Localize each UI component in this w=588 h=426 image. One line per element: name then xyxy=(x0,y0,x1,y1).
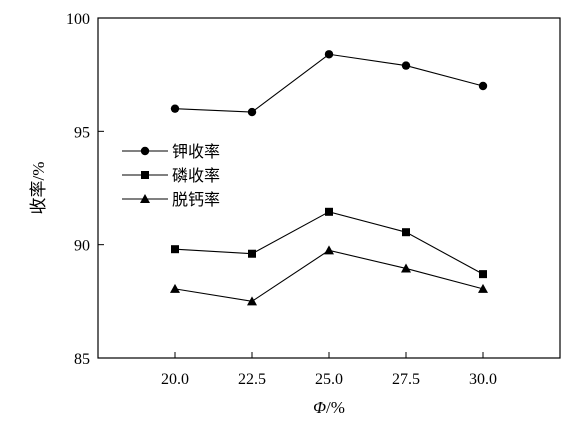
data-point xyxy=(478,283,488,293)
y-tick-label: 100 xyxy=(66,11,90,28)
data-point xyxy=(325,207,333,216)
data-point xyxy=(402,228,410,237)
data-point xyxy=(324,245,334,255)
ticks: 85 90 95 100 20.0 22.5 25.0 27.5 30.0 xyxy=(66,11,497,388)
legend-marker xyxy=(140,146,150,156)
series-layer xyxy=(170,50,488,306)
y-tick-label: 95 xyxy=(74,124,90,141)
legend-label: 磷收率 xyxy=(172,166,220,185)
legend-marker xyxy=(140,194,150,203)
data-point xyxy=(479,270,487,279)
x-tick-label: 30.0 xyxy=(469,371,497,388)
x-tick-label: 25.0 xyxy=(315,371,343,388)
data-point xyxy=(170,104,180,113)
series-line xyxy=(174,53,484,113)
x-tick-label: 27.5 xyxy=(392,371,420,388)
series-line xyxy=(174,211,484,275)
x-tick-label: 20.0 xyxy=(161,371,189,388)
axes xyxy=(97,17,561,359)
series-2 xyxy=(171,207,487,279)
series-line xyxy=(174,249,484,302)
data-point xyxy=(247,296,257,306)
x-axis-label-variable: Φ xyxy=(313,398,326,417)
plot-frame xyxy=(97,17,561,359)
y-tick-label: 90 xyxy=(74,238,90,255)
series-1 xyxy=(170,50,488,117)
y-axis-label: 收率/% xyxy=(29,162,48,215)
data-point xyxy=(171,245,179,254)
data-point xyxy=(324,50,334,59)
data-point xyxy=(478,81,488,91)
x-axis-label: Φ/% xyxy=(313,398,345,417)
data-point xyxy=(401,263,411,273)
x-tick-label: 22.5 xyxy=(238,371,266,388)
legend-marker xyxy=(141,171,149,179)
y-tick-label: 85 xyxy=(74,351,90,368)
legend-label: 脱钙率 xyxy=(172,190,220,209)
data-point xyxy=(401,61,411,70)
x-axis-label-unit: /% xyxy=(326,398,345,417)
legend-label: 钾收率 xyxy=(172,142,220,161)
series-3 xyxy=(170,245,488,306)
data-point xyxy=(248,249,256,258)
data-point xyxy=(170,283,180,293)
data-point xyxy=(247,107,257,117)
